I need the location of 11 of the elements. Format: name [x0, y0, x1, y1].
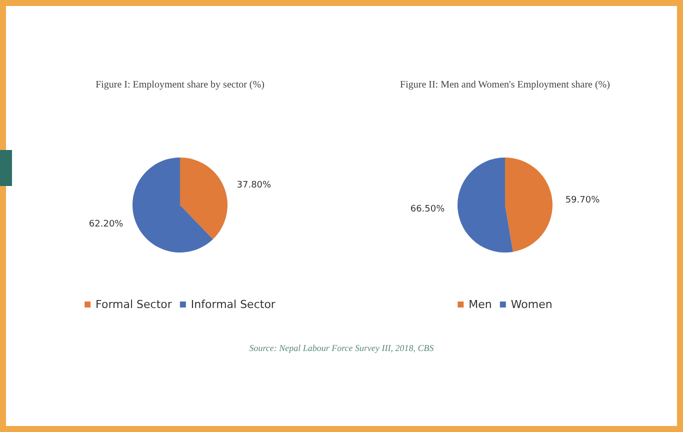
chart-title: Figure II: Men and Women's Employment share (%) [400, 80, 610, 90]
legend-label: Informal Sector [190, 298, 276, 311]
data-label: 37.80% [236, 180, 272, 191]
data-label: 66.50% [410, 204, 446, 214]
chart-title: Figure I: Employment share by sector (%) [96, 80, 264, 90]
data-label: 62.20% [88, 219, 124, 230]
legend-label: Men [468, 298, 492, 311]
data-label: 59.70% [565, 196, 600, 206]
legend-label: Formal Sector [96, 298, 172, 311]
source-note: Source: Nepal Labour Force Survey III, 2018, CBS [248, 343, 435, 353]
legend-label: Women [510, 298, 552, 311]
